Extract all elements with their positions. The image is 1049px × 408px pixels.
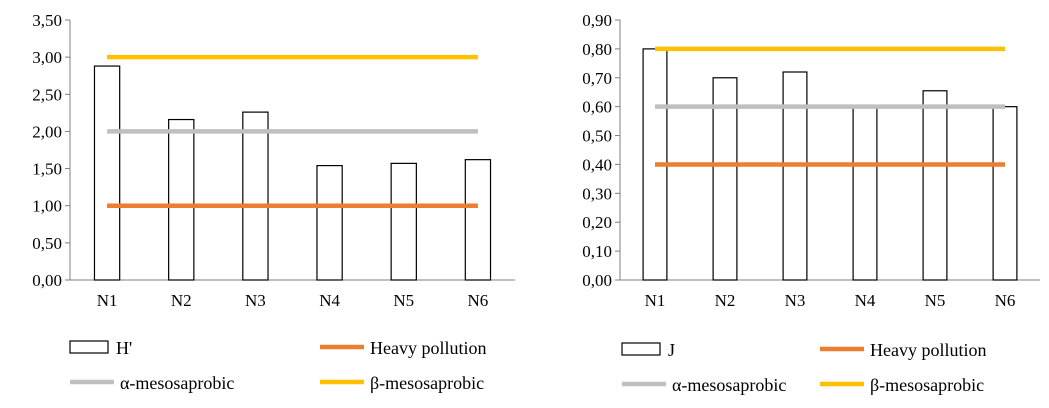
x-tick-label: N1 (97, 291, 118, 310)
y-tick-label: 0,60 (582, 98, 612, 117)
y-tick-label: 0,00 (32, 271, 62, 290)
legend-label: α-mesosaprobic (120, 373, 234, 393)
y-tick-label: 0,80 (582, 40, 612, 59)
x-tick-label: N5 (393, 291, 414, 310)
x-tick-label: N4 (319, 291, 340, 310)
legend-label: β-mesosaprobic (870, 375, 984, 395)
legend-swatch-bar (69, 340, 109, 354)
bar (242, 111, 269, 281)
chart-2: 0,00 0,10 0,20 0,30 0,40 0,50 0,60 0,70 0,80 0,90… (582, 11, 1040, 395)
y-tick-label: 0,10 (582, 242, 612, 261)
chart-1: 0,00 0,50 1,00 1,50 2,00 2,50 3,00 3,50 N1 N2 N3 N4… (32, 11, 515, 393)
bar (464, 159, 492, 281)
legend-label: Heavy pollution (370, 338, 486, 358)
bar (168, 118, 195, 281)
x-tick-label: N1 (645, 291, 666, 310)
x-tick-label: N2 (171, 291, 192, 310)
y-tick-label: 2,50 (32, 85, 62, 104)
bar (782, 71, 808, 281)
y-tick-label: 0,00 (582, 271, 612, 290)
x-tick-label: N4 (855, 291, 876, 310)
x-tick-label: N3 (245, 291, 266, 310)
y-tick-label: 3,00 (32, 48, 62, 67)
bar (390, 162, 417, 281)
y-tick-label: 2,00 (32, 122, 62, 141)
x-tick-label: N3 (785, 291, 806, 310)
x-tick-label: N6 (468, 291, 489, 310)
y-tick-label: 0,40 (582, 155, 612, 174)
legend-label: β-mesosaprobic (370, 373, 484, 393)
legend-label: Heavy pollution (870, 340, 986, 360)
y-tick-label: 0,20 (582, 213, 612, 232)
y-tick-label: 1,50 (32, 160, 62, 179)
legend-label: H' (116, 338, 132, 358)
legend-label: J (668, 340, 675, 360)
bar (992, 106, 1018, 281)
y-tick-label: 0,50 (582, 127, 612, 146)
bar (922, 90, 948, 281)
y-tick-label: 0,70 (582, 69, 612, 88)
bar (316, 165, 343, 281)
x-tick-label: N5 (925, 291, 946, 310)
y-tick-label: 0,90 (582, 11, 612, 30)
x-tick-label: N2 (715, 291, 736, 310)
legend-swatch-bar (621, 342, 661, 356)
bar (712, 77, 738, 281)
bar (93, 65, 121, 281)
y-tick-label: 0,50 (32, 234, 62, 253)
y-tick-label: 1,00 (32, 197, 62, 216)
y-tick-label: 3,50 (32, 11, 62, 30)
legend-label: α-mesosaprobic (672, 375, 786, 395)
bar (852, 106, 878, 281)
x-tick-label: N6 (995, 291, 1016, 310)
y-tick-label: 0,30 (582, 184, 612, 203)
